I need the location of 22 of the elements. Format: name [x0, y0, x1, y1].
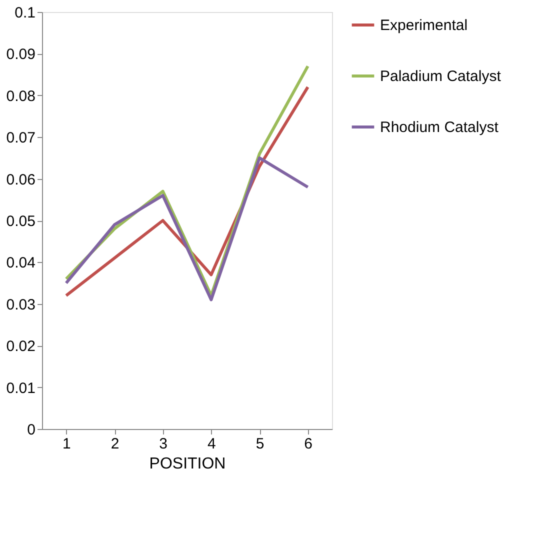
x-tick-label: 6 [304, 436, 313, 452]
y-tick-label: 0.01 [6, 380, 36, 397]
y-tick-label: 0.1 [14, 4, 36, 22]
x-tick-label: 3 [159, 436, 168, 452]
legend-label: Paladium Catalyst [380, 68, 502, 85]
x-tick-label: 1 [62, 436, 71, 452]
y-tick-label: 0.02 [6, 338, 36, 356]
x-tick-label: 2 [110, 436, 120, 452]
y-tick-label: 0.07 [6, 130, 36, 147]
y-tick-label: 0 [27, 422, 36, 438]
y-tick-label: 0.08 [6, 88, 36, 105]
legend-label: Experimental [380, 17, 468, 34]
y-tick-label: 0.09 [6, 46, 36, 64]
x-tick-label: 5 [256, 436, 264, 452]
line-series [64, 156, 310, 302]
x-tick-label: 4 [207, 436, 216, 452]
y-tick-label: 0.03 [6, 296, 36, 314]
y-tick-label: 0.04 [6, 254, 36, 272]
y-tick-label: 0.06 [6, 171, 36, 188]
legend-label: Rhodium Catalyst [380, 119, 500, 136]
y-tick-label: 0.05 [6, 213, 36, 230]
x-axis-title: POSITION [149, 456, 226, 472]
